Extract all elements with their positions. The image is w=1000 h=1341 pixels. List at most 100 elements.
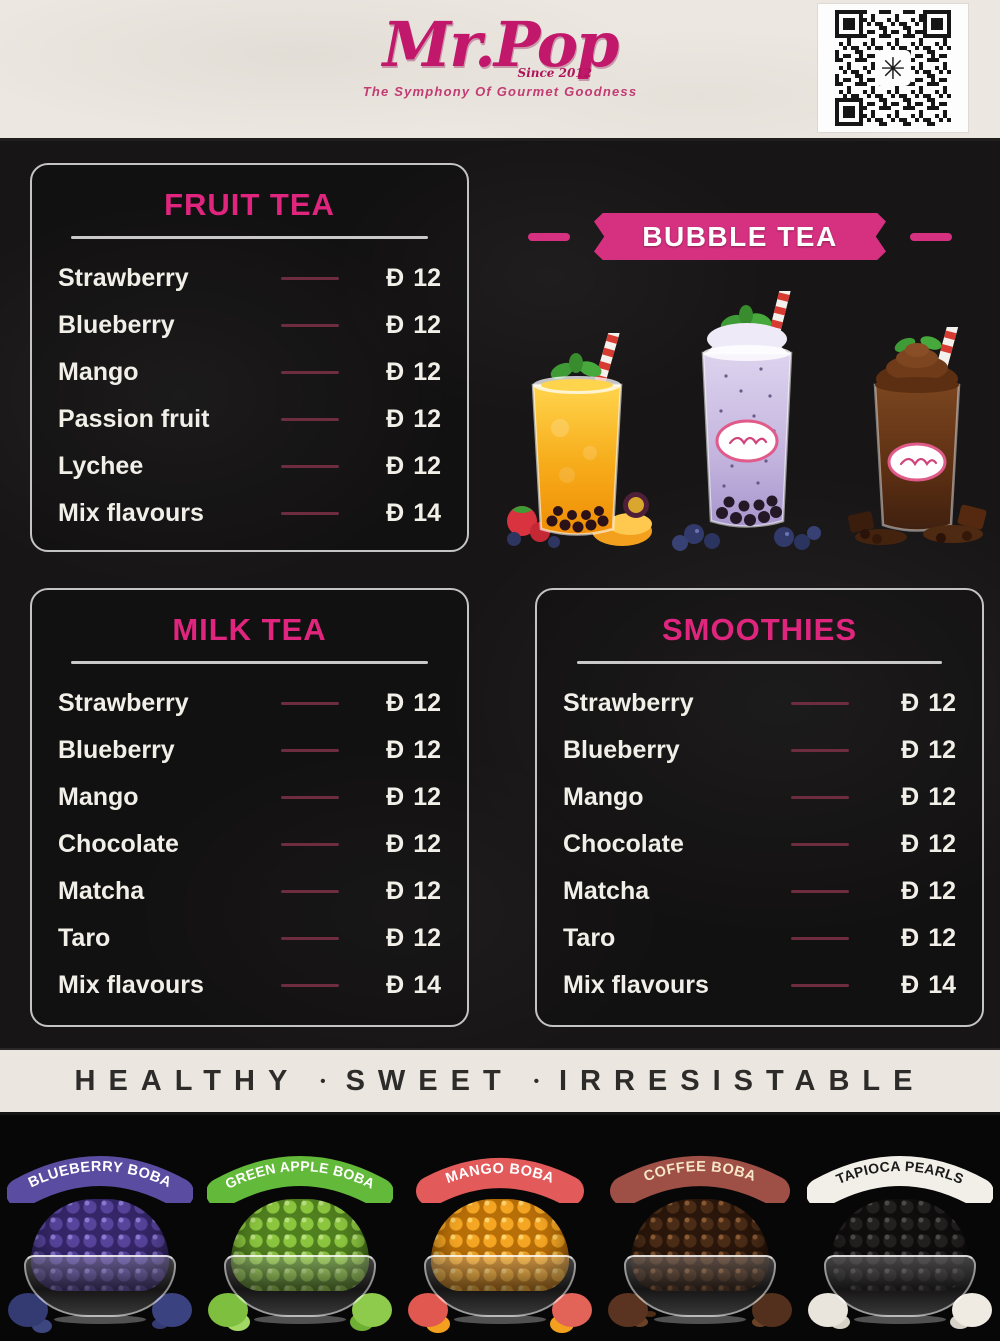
menu-item: Chocolate Đ 12 <box>32 821 467 868</box>
currency-symbol: Đ <box>901 970 920 999</box>
price-leader-dash <box>280 701 339 705</box>
price-leader-dash <box>790 936 849 940</box>
item-name: Mango <box>563 782 644 811</box>
product-green-apple-boba: GREEN APPLE BOBA <box>200 1115 400 1341</box>
slogan-word: SWEET <box>345 1064 514 1097</box>
mint-garnish <box>550 353 602 380</box>
item-name: Mix flavours <box>58 970 204 999</box>
currency-symbol: Đ <box>386 829 405 858</box>
menu-item: Taro Đ 12 <box>32 915 467 962</box>
product-badge: MANGO BOBA <box>416 1158 584 1203</box>
item-name: Strawberry <box>58 688 189 717</box>
chocolate-chunks <box>847 504 987 545</box>
brand-name: Mr.Pop <box>382 8 620 81</box>
price-leader-dash <box>280 511 339 515</box>
chocolate-bubble-tea-photo <box>847 327 987 545</box>
product-badge: BLUEBERRY BOBA <box>7 1156 193 1203</box>
boba-products-strip: BLUEBERRY BOBA GREEN APPLE BOBA MANGO BO… <box>0 1115 1000 1341</box>
price-value: 14 <box>413 970 441 999</box>
price-leader-dash <box>790 842 849 846</box>
item-name: Matcha <box>563 876 650 905</box>
slogan-word: IRRESISTABLE <box>558 1064 926 1097</box>
price-value: 12 <box>928 876 956 905</box>
currency-symbol: Đ <box>901 923 920 952</box>
product-mango-boba: MANGO BOBA <box>400 1115 600 1341</box>
currency-symbol: Đ <box>386 923 405 952</box>
price-value: 12 <box>928 735 956 764</box>
price-value: 12 <box>413 782 441 811</box>
price-value: 12 <box>928 782 956 811</box>
currency-symbol: Đ <box>901 829 920 858</box>
menu-item: Blueberry Đ 12 <box>537 727 982 774</box>
price-leader-dash <box>280 889 339 893</box>
item-name: Mix flavours <box>563 970 709 999</box>
item-name: Blueberry <box>58 310 175 339</box>
product-badge: COFFEE BOBA <box>610 1156 790 1203</box>
menu-item: Mango Đ 12 <box>537 774 982 821</box>
item-name: Lychee <box>58 451 144 480</box>
menu-item: Strawberry Đ 12 <box>32 680 467 727</box>
price-leader-dash <box>280 464 339 468</box>
menu-item: Lychee Đ 12 <box>32 443 467 490</box>
price-leader-dash <box>790 889 849 893</box>
price-leader-dash <box>280 983 339 987</box>
currency-symbol: Đ <box>386 263 405 292</box>
price-leader-dash <box>280 936 339 940</box>
tapioca-pearls <box>716 495 782 526</box>
currency-symbol: Đ <box>901 735 920 764</box>
price-value: 12 <box>928 923 956 952</box>
currency-symbol: Đ <box>386 876 405 905</box>
price-value: 12 <box>928 829 956 858</box>
panel-fruit-tea: FRUIT TEA Strawberry Đ 12 Blueberry Đ 12 Man… <box>30 163 469 552</box>
slogan-separator: • <box>533 1072 539 1090</box>
price-value: 12 <box>413 735 441 764</box>
product-blueberry-boba: BLUEBERRY BOBA <box>0 1115 200 1341</box>
item-name: Chocolate <box>563 829 684 858</box>
price-value: 12 <box>413 923 441 952</box>
currency-symbol: Đ <box>901 688 920 717</box>
menu-board: FRUIT TEA Strawberry Đ 12 Blueberry Đ 12 Man… <box>0 141 1000 1048</box>
item-name: Mango <box>58 782 139 811</box>
product-tapioca-pearls: TAPIOCA PEARLS <box>800 1115 1000 1341</box>
item-name: Mix flavours <box>58 498 204 527</box>
product-coffee-boba: COFFEE BOBA <box>600 1115 800 1341</box>
menu-item: Mango Đ 12 <box>32 774 467 821</box>
price-value: 14 <box>928 970 956 999</box>
menu-item: Strawberry Đ 12 <box>537 680 982 727</box>
item-name: Taro <box>58 923 111 952</box>
menu-item: Passion fruit Đ 12 <box>32 396 467 443</box>
currency-symbol: Đ <box>386 782 405 811</box>
price-value: 12 <box>413 688 441 717</box>
menu-item: Chocolate Đ 12 <box>537 821 982 868</box>
banner-dash-right <box>910 232 952 241</box>
price-leader-dash <box>280 417 339 421</box>
menu-item: Mix flavours Đ 14 <box>32 962 467 1009</box>
menu-item: Blueberry Đ 12 <box>32 302 467 349</box>
menu-item: Mix flavours Đ 14 <box>32 490 467 537</box>
currency-symbol: Đ <box>901 876 920 905</box>
panel-milk-tea: MILK TEA Strawberry Đ 12 Blueberry Đ 12 Mang… <box>30 588 469 1027</box>
price-leader-dash <box>280 842 339 846</box>
panel-smoothies: SMOOTHIES Strawberry Đ 12 Blueberry Đ 12 Man… <box>535 588 984 1027</box>
slogan-word: HEALTHY <box>74 1064 301 1097</box>
menu-item: Taro Đ 12 <box>537 915 982 962</box>
drink-photos <box>495 289 999 551</box>
title-underline <box>577 661 942 664</box>
title-underline <box>71 236 428 239</box>
qr-code-image: ✳ <box>835 10 951 126</box>
price-leader-dash <box>790 983 849 987</box>
item-name: Strawberry <box>563 688 694 717</box>
mango-bubble-tea-photo <box>507 333 652 548</box>
price-value: 12 <box>413 263 441 292</box>
price-leader-dash <box>280 748 339 752</box>
product-badge: GREEN APPLE BOBA <box>207 1156 393 1203</box>
menu-item: Matcha Đ 12 <box>537 868 982 915</box>
slogan-separator: • <box>320 1072 326 1090</box>
title-underline <box>71 661 428 664</box>
item-name: Blueberry <box>563 735 680 764</box>
price-leader-dash <box>280 795 339 799</box>
menu-item: Matcha Đ 12 <box>32 868 467 915</box>
blueberries <box>672 524 821 551</box>
currency-symbol: Đ <box>901 782 920 811</box>
